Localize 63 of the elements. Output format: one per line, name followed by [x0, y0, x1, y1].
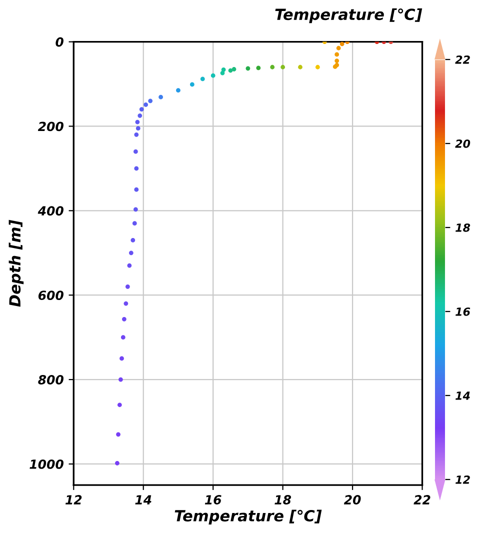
point: [200, 76, 205, 82]
y-tick-label: 0: [56, 37, 64, 47]
point: [115, 460, 120, 466]
point: [220, 70, 225, 76]
point: [158, 94, 163, 100]
point: [190, 82, 194, 87]
point: [280, 64, 286, 70]
point: [128, 250, 134, 256]
point: [135, 120, 140, 124]
color-bar-label: 12: [456, 475, 470, 484]
point: [134, 187, 139, 192]
point: [122, 316, 126, 322]
point: [144, 102, 148, 107]
x-tick-label: 12: [65, 495, 82, 504]
x-tick-label: 20: [344, 495, 361, 504]
point: [132, 221, 137, 226]
point: [315, 64, 320, 70]
point: [138, 113, 142, 118]
y-tick-label: 800: [38, 375, 64, 384]
point: [120, 356, 124, 361]
x-axis-title: Temperature [℃]: [174, 510, 322, 524]
point: [134, 207, 138, 212]
color-bar-label: 22: [455, 55, 470, 64]
point: [134, 132, 139, 137]
x-tick-label: 14: [135, 495, 152, 504]
point: [210, 73, 216, 78]
y-axis-title: Depth [m]: [8, 220, 24, 307]
point: [120, 335, 126, 340]
color-bar-label: 14: [456, 392, 470, 400]
y-tick-label: 600: [38, 290, 64, 300]
color-bar-label: 18: [456, 223, 470, 232]
point: [334, 52, 340, 57]
point: [124, 301, 128, 306]
x-tick-label: 22: [414, 495, 430, 504]
x-tick-label: 18: [274, 495, 292, 504]
color-bar-label: 20: [455, 139, 470, 148]
y-tick-label: 200: [38, 122, 64, 132]
point: [256, 66, 261, 70]
point: [130, 238, 136, 242]
point: [139, 107, 144, 112]
point: [134, 149, 138, 154]
point: [246, 66, 250, 71]
point: [334, 58, 340, 63]
point: [125, 284, 130, 289]
point: [117, 402, 122, 408]
point: [298, 64, 302, 70]
point: [116, 432, 120, 437]
y-tick-label: 400: [38, 206, 64, 216]
color-bar-label: 16: [456, 307, 470, 316]
point: [228, 68, 233, 73]
point: [134, 166, 139, 171]
x-tick-label: 16: [204, 495, 222, 505]
point: [336, 46, 341, 50]
y-tick-label: 1000: [30, 459, 64, 469]
point: [176, 88, 180, 93]
point: [118, 377, 123, 382]
point: [270, 64, 275, 70]
point: [136, 126, 140, 131]
point: [148, 98, 153, 104]
point: [232, 67, 236, 72]
point: [340, 42, 344, 46]
point: [127, 263, 132, 268]
color-bar-title: Temperature [℃]: [275, 8, 422, 24]
